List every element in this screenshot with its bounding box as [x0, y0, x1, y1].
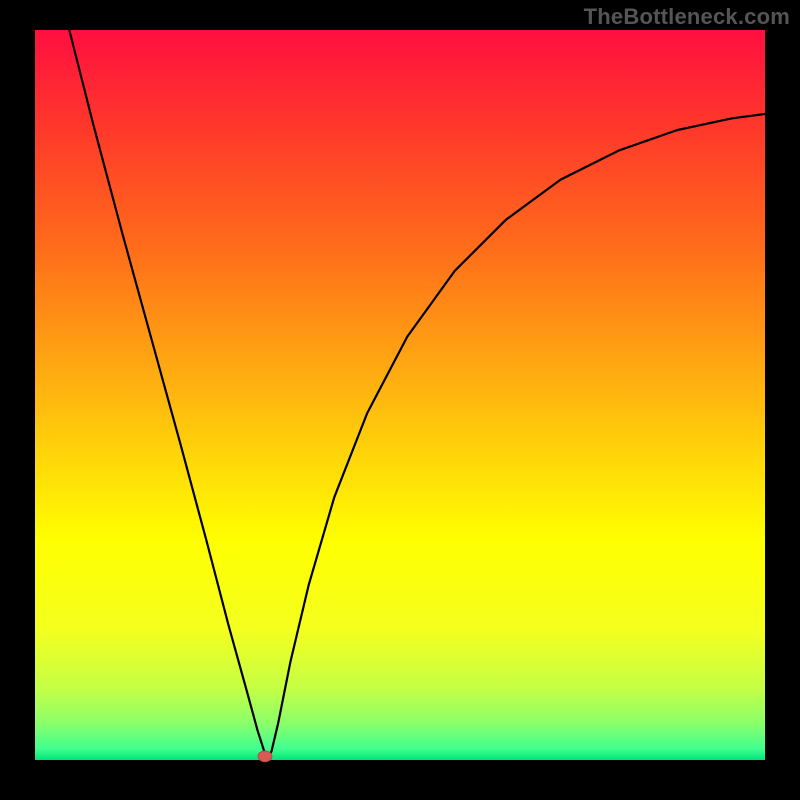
optimal-marker: [258, 751, 272, 762]
bottleneck-chart: [0, 0, 800, 800]
watermark-text: TheBottleneck.com: [584, 4, 790, 30]
chart-frame: TheBottleneck.com: [0, 0, 800, 800]
plot-background: [35, 30, 765, 760]
